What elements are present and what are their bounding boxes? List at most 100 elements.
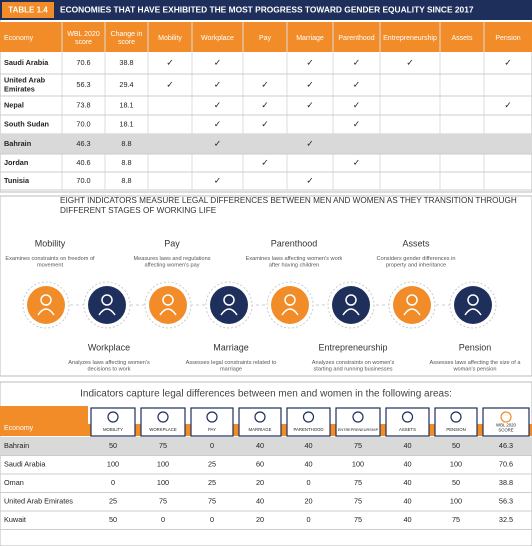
check: ✓ <box>166 79 174 89</box>
score: 73.8 <box>76 100 90 109</box>
check: ✓ <box>504 57 512 67</box>
icon-glyph <box>345 294 357 306</box>
column-header: ENTREPRENEURSHIP <box>338 428 379 432</box>
icon-glyph <box>162 294 174 306</box>
score: 50 <box>109 515 117 524</box>
economy: South Sudan <box>4 119 49 128</box>
indicator-description: Analyzes laws affecting women's decisions… <box>68 360 150 373</box>
column-header: Economy <box>4 35 34 42</box>
check: ✓ <box>306 175 314 185</box>
check: ✓ <box>261 157 269 167</box>
score: 70.6 <box>76 58 90 67</box>
check: ✓ <box>214 119 222 129</box>
column-header: Parenthood <box>338 35 374 42</box>
score: 75 <box>159 441 167 450</box>
header-row <box>0 22 532 52</box>
indicator-description: Measures laws and regulations affecting w… <box>133 256 210 269</box>
indicator-name: Parenthood <box>271 238 318 248</box>
indicator-name: Assets <box>402 238 430 248</box>
score: 75 <box>208 497 216 506</box>
highlight-row <box>0 437 532 456</box>
icon-glyph <box>101 294 113 306</box>
score: 0 <box>210 515 214 524</box>
icon-glyph <box>254 411 266 423</box>
icon-glyph <box>159 308 177 316</box>
score: 50 <box>452 478 460 487</box>
score: 100 <box>107 460 119 469</box>
score: 40 <box>403 515 411 524</box>
score: 70.0 <box>76 119 90 128</box>
indicator-description: Examines laws affecting women's work afte… <box>246 256 343 269</box>
score: 0 <box>161 515 165 524</box>
indicator-description: Assesses legal constraints related to mar… <box>186 360 277 373</box>
icon-glyph <box>220 308 238 316</box>
column-header: MARRIAGE <box>249 427 272 432</box>
column-header: Pay <box>259 35 272 42</box>
score: 40 <box>403 478 411 487</box>
score: 20 <box>256 515 264 524</box>
score: 32.5 <box>499 515 513 524</box>
score: 0 <box>306 515 310 524</box>
score: 100 <box>450 497 462 506</box>
table-2-title: Indicators capture legal differences bet… <box>80 389 452 400</box>
panel-2 <box>0 195 532 377</box>
score: 40 <box>256 441 264 450</box>
indicator-description: Examines constraints on freedom of moveme… <box>5 256 95 269</box>
column-header: Assets <box>451 35 473 42</box>
column-header: Workplace <box>201 35 234 42</box>
title-bar <box>0 0 532 20</box>
economy: Bahrain <box>4 441 29 450</box>
score: 20 <box>304 497 312 506</box>
check: ✓ <box>214 175 222 185</box>
check: ✓ <box>504 100 512 110</box>
score: 56.3 <box>76 80 90 89</box>
column-header: WBL 2020 SCORE <box>496 423 517 433</box>
check: ✓ <box>306 100 314 110</box>
column-header: Change in score <box>111 31 143 46</box>
icon-box <box>335 407 381 437</box>
indicator-description: Assesses laws affecting the size of a wom… <box>430 360 522 373</box>
column-header: WORKPLACE <box>149 427 177 432</box>
score: 50 <box>452 441 460 450</box>
icon-glyph <box>467 294 479 306</box>
check: ✓ <box>214 57 222 67</box>
economy: United Arab Emirates <box>4 75 46 93</box>
score: 70.6 <box>499 460 513 469</box>
score: 56.3 <box>499 497 513 506</box>
score: 100 <box>157 478 169 487</box>
score: 40 <box>403 497 411 506</box>
column-header: Economy <box>4 425 34 432</box>
score: 75 <box>354 497 362 506</box>
table-title: ECONOMIES THAT HAVE EXHIBITED THE MOST P… <box>60 5 474 15</box>
check: ✓ <box>261 79 269 89</box>
score: 40 <box>304 460 312 469</box>
score: 29.4 <box>119 80 133 89</box>
indicator-name: Pension <box>459 342 492 352</box>
indicator-name: Entrepreneurship <box>318 342 387 352</box>
column-header: Marriage <box>296 35 324 42</box>
score: 8.8 <box>121 158 131 167</box>
score: 100 <box>352 460 364 469</box>
score: 18.1 <box>119 100 133 109</box>
score: 8.8 <box>121 139 131 148</box>
score: 75 <box>354 515 362 524</box>
check: ✓ <box>353 57 361 67</box>
score: 70.0 <box>76 176 90 185</box>
icon-glyph <box>403 308 421 316</box>
score: 75 <box>452 515 460 524</box>
score: 20 <box>256 478 264 487</box>
check: ✓ <box>306 57 314 67</box>
check: ✓ <box>353 79 361 89</box>
icon-glyph <box>223 294 235 306</box>
score: 40 <box>256 497 264 506</box>
economy: Saudi Arabia <box>4 58 49 67</box>
column-header: ASSETS <box>399 427 416 432</box>
icon-glyph <box>406 294 418 306</box>
economy: United Arab Emirates <box>4 497 73 506</box>
economy: Jordan <box>4 158 28 167</box>
score: 25 <box>208 478 216 487</box>
economy: Saudi Arabia <box>4 460 46 469</box>
indicator-description: Considers gender differences in property … <box>377 256 456 269</box>
score: 100 <box>157 460 169 469</box>
